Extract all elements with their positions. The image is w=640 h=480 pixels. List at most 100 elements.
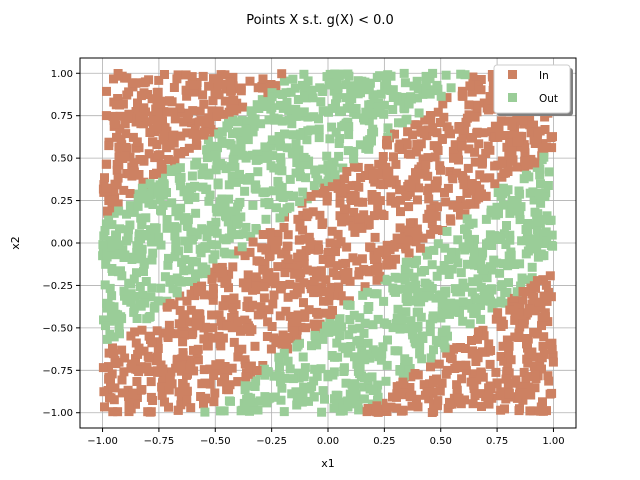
point-out [107,220,117,230]
point-in [285,259,295,269]
point-in [325,238,335,248]
point-in [187,330,197,340]
point-in [193,321,203,331]
point-in [374,247,384,257]
point-out [159,180,169,190]
point-in [170,156,180,166]
point-out [303,160,313,170]
point-in [133,98,142,108]
point-out [278,193,288,202]
point-out [506,247,516,257]
point-in [182,386,192,396]
point-out [343,396,353,406]
point-out [242,118,252,128]
point-out [291,139,301,149]
point-out [373,380,383,390]
point-in [260,259,270,268]
point-in [176,131,186,141]
point-in [360,282,370,292]
point-in [458,130,468,140]
point-out [226,140,236,150]
point-in [300,312,310,322]
point-in [486,346,496,355]
point-out [440,243,450,253]
point-out [412,307,422,317]
point-in [435,161,445,171]
point-out [447,264,457,274]
point-in [265,251,275,260]
point-in [467,336,476,345]
point-in [316,266,326,276]
point-in [197,379,207,389]
point-in [194,309,204,319]
point-out [395,365,405,374]
point-in [233,316,243,326]
point-in [436,118,445,127]
point-out [115,329,124,339]
point-out [170,231,180,241]
point-out [325,69,335,79]
point-in [152,140,162,149]
point-in [125,152,135,162]
point-out [360,318,370,328]
point-in [143,407,153,417]
point-out [187,235,197,245]
point-in [265,228,275,238]
point-in [169,138,179,148]
point-in [196,392,206,401]
point-out [414,108,424,118]
point-out [106,236,116,246]
point-in [525,372,534,382]
point-out [163,260,173,270]
point-in [395,185,405,195]
point-in [153,337,163,347]
point-in [342,167,352,176]
legend-label-in: In [539,70,549,82]
point-in [432,176,442,186]
point-out [202,232,212,242]
point-in [306,281,316,291]
point-out [379,296,389,306]
point-out [277,185,287,195]
point-out [476,314,486,324]
point-out [505,230,515,240]
point-in [268,277,277,287]
point-out [183,244,193,253]
point-in [179,330,189,340]
point-in [335,198,345,208]
point-in [530,306,540,316]
point-in [271,81,281,91]
point-out [275,362,284,372]
point-in [547,388,557,398]
point-in [224,107,234,117]
point-out [453,235,463,245]
point-in [192,140,202,150]
point-in [156,113,166,123]
point-in [510,332,520,342]
point-out [496,296,506,306]
point-in [266,344,276,354]
point-in [395,234,405,244]
point-in [241,283,251,293]
point-in [248,285,258,295]
point-in [221,295,231,305]
point-in [285,311,295,321]
point-out [352,336,362,346]
point-out [349,310,359,320]
point-out [299,69,309,79]
point-out [198,182,208,192]
point-in [348,221,358,231]
point-out [102,252,112,262]
point-out [139,267,148,276]
point-out [156,240,166,250]
point-in [445,399,455,409]
point-out [458,297,468,307]
point-in [413,120,423,130]
point-in [256,302,266,312]
point-in [386,177,396,186]
point-in [545,340,555,350]
point-out [318,386,328,396]
point-out [399,68,409,78]
point-in [295,273,305,283]
point-in [519,367,529,377]
